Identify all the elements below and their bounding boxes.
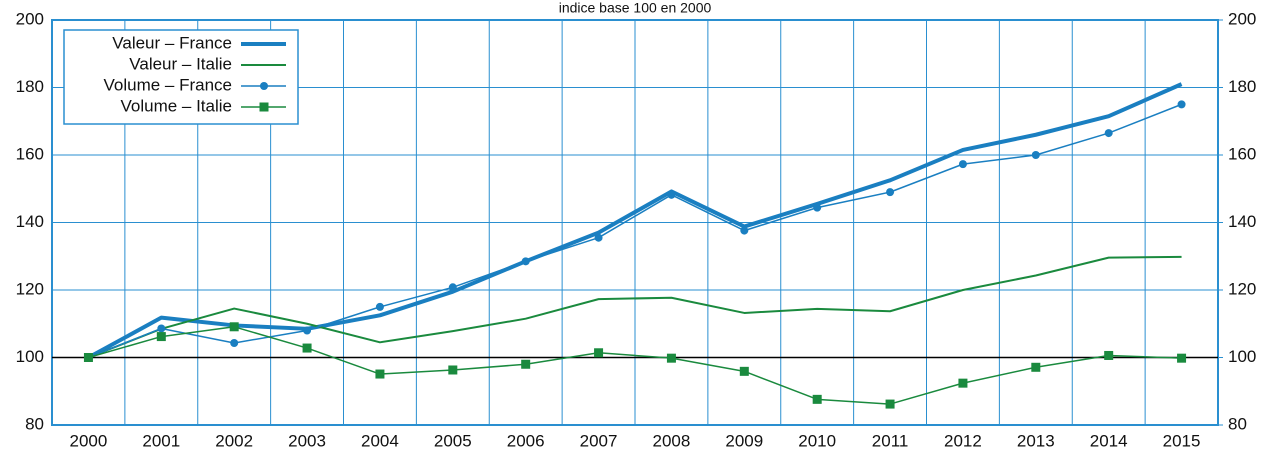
y2-tick-label: 100: [1228, 347, 1256, 366]
point: [157, 324, 166, 333]
x-tick-label: 2013: [1017, 431, 1055, 450]
x-tick-label: 2015: [1163, 431, 1201, 450]
point: [230, 338, 239, 347]
point: [1177, 353, 1187, 363]
series-line: [88, 326, 1182, 405]
x-tick-label: 2007: [580, 431, 618, 450]
point: [1031, 151, 1040, 159]
point: [1177, 100, 1186, 109]
legend-label: Volume – Italie: [120, 96, 232, 115]
legend-label: Valeur – France: [112, 33, 232, 52]
y-tick-label: 160: [16, 144, 44, 163]
x-tick-label: 2000: [70, 431, 108, 450]
x-tick-label: 2003: [288, 431, 326, 450]
legend-marker: [259, 102, 269, 112]
x-tick-label: 2004: [361, 431, 399, 450]
x-tick-label: 2001: [142, 431, 180, 450]
point: [594, 233, 603, 242]
y2-tick-label: 200: [1228, 9, 1256, 28]
point: [594, 348, 604, 358]
point: [229, 322, 239, 332]
point: [302, 343, 312, 353]
point: [958, 378, 968, 388]
plot-frame: [51, 19, 1219, 426]
point: [1104, 129, 1113, 138]
x-tick-label: 2005: [434, 431, 472, 450]
point: [812, 394, 822, 404]
y-tick-label: 200: [16, 9, 44, 28]
point: [156, 332, 166, 342]
point: [958, 160, 967, 169]
point: [666, 353, 676, 363]
point: [667, 190, 676, 199]
point: [739, 366, 749, 376]
point: [886, 188, 895, 197]
legend-label: Valeur – Italie: [129, 54, 232, 73]
point: [885, 399, 895, 409]
y-tick-label: 120: [16, 279, 44, 298]
y2-tick-label: 80: [1228, 414, 1247, 433]
point: [740, 226, 749, 235]
point: [521, 257, 530, 266]
point: [303, 326, 312, 335]
y2-tick-label: 180: [1228, 77, 1256, 96]
chart-title: indice base 100 en 2000: [559, 0, 712, 16]
point: [521, 359, 531, 369]
point: [448, 365, 458, 375]
x-tick-label: 2009: [725, 431, 763, 450]
x-tick-label: 2002: [215, 431, 253, 450]
legend-label: Volume – France: [103, 75, 232, 94]
y2-tick-label: 120: [1228, 279, 1256, 298]
legend-marker: [260, 82, 268, 90]
x-tick-label: 2010: [798, 431, 836, 450]
point: [375, 369, 385, 379]
series-line: [88, 255, 1182, 359]
point: [1104, 350, 1114, 360]
y-tick-label: 180: [16, 77, 44, 96]
x-tick-label: 2008: [653, 431, 691, 450]
point: [375, 302, 384, 311]
y2-tick-label: 140: [1228, 212, 1256, 231]
point: [813, 203, 822, 212]
y2-tick-label: 160: [1228, 144, 1256, 163]
x-tick-label: 2011: [872, 431, 909, 450]
x-tick-label: 2006: [507, 431, 545, 450]
point: [1031, 362, 1041, 372]
x-tick-label: 2014: [1090, 431, 1128, 450]
y-tick-label: 80: [25, 414, 44, 433]
x-tick-label: 2012: [944, 431, 982, 450]
y-tick-label: 140: [16, 212, 44, 231]
point: [83, 353, 93, 362]
point: [448, 283, 457, 292]
y-tick-label: 100: [16, 347, 44, 366]
series-line: [87, 82, 1183, 360]
